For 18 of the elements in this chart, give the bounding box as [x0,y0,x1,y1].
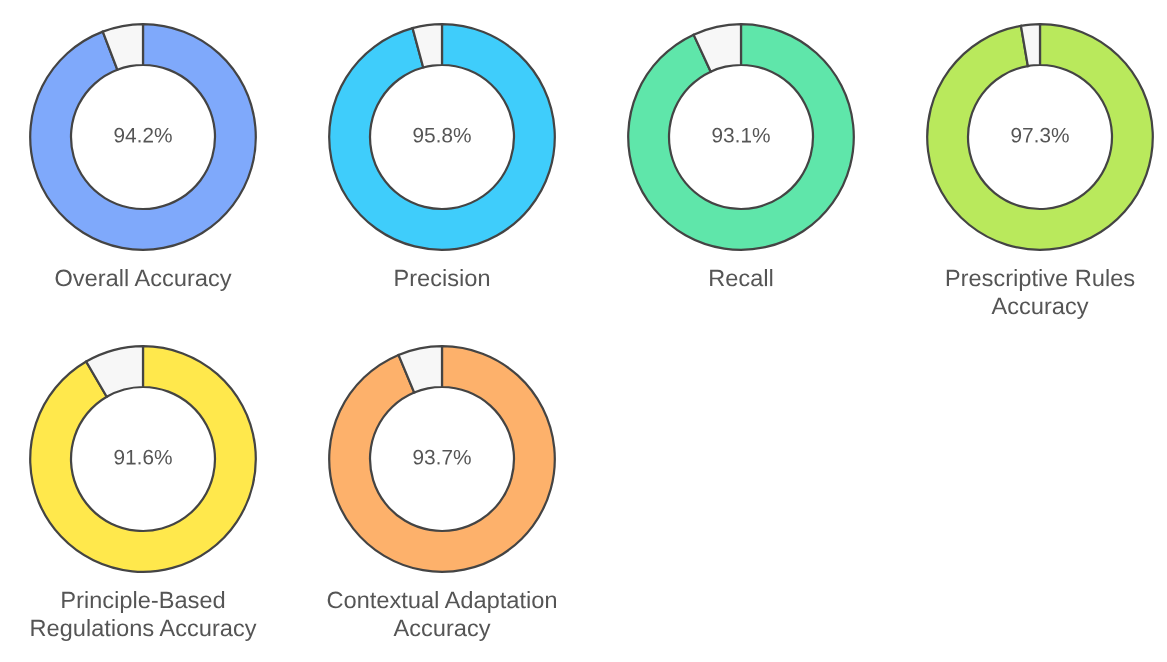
text: Precision [395,269,490,287]
donut-slice [627,23,855,251]
donut-slice [328,345,556,573]
text: Recall [710,269,773,287]
text: Principle-Based Regulations Accuracy [31,591,257,642]
donut-slice [29,23,257,251]
data-label: 97.3% [1011,127,1069,143]
data-label: 93.1% [712,127,770,143]
donut-slice [328,23,556,251]
data-label: 94.2% [114,127,172,143]
text: Contextual Adaptation Accuracy [327,591,556,642]
donut-slice [926,23,1154,251]
data-label: 95.8% [413,127,471,143]
text: Prescriptive Rules Accuracy [946,269,1135,320]
data-label: 91.6% [114,449,172,465]
donut-slice [29,345,257,573]
text: Overall Accuracy [55,269,232,292]
data-label: 93.7% [413,449,471,465]
